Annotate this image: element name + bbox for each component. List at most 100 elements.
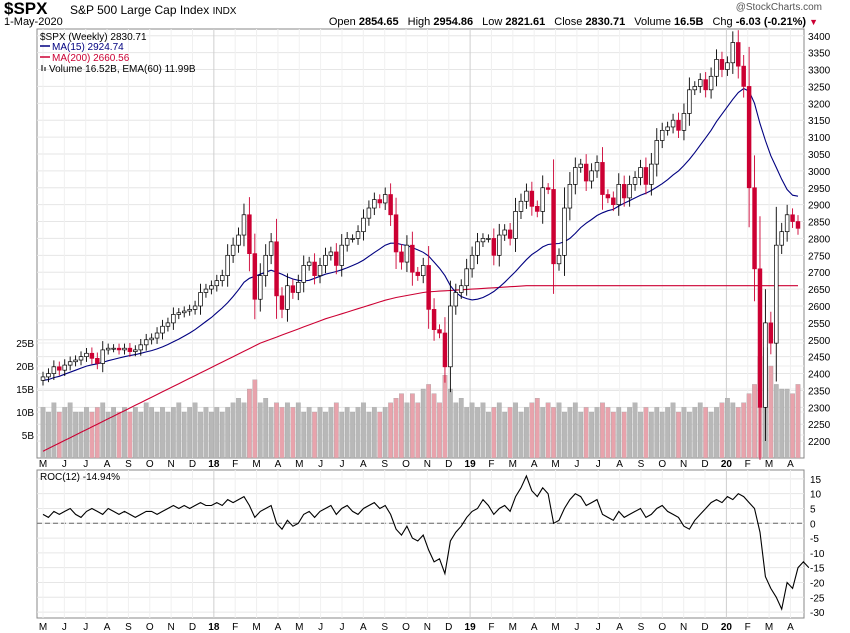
volume-bar: [100, 402, 106, 459]
x-tick-label: J: [318, 459, 323, 470]
candle-up: [143, 339, 149, 346]
volume-bar: [426, 384, 432, 459]
volume-bar: [556, 402, 562, 459]
price-tick-label: 2200: [808, 437, 831, 448]
candle-up: [518, 200, 524, 212]
volume-bar: [127, 411, 133, 459]
volume-bar: [458, 398, 464, 459]
candle-down: [795, 221, 801, 229]
candle-up: [209, 285, 214, 290]
price-tick-label: 2750: [808, 251, 831, 262]
volume-bar: [328, 407, 334, 459]
candle-down: [643, 167, 649, 185]
volume-bar: [790, 393, 795, 459]
candle-up: [502, 229, 507, 236]
x-tick-label: F: [232, 459, 238, 470]
x-tick-label: F: [488, 622, 494, 633]
volume-bar: [46, 411, 51, 459]
volume-bar: [507, 407, 513, 459]
x-tick-label: J: [596, 459, 601, 470]
volume-bar: [600, 402, 605, 459]
x-tick-label: 18: [208, 459, 220, 470]
price-tick-label: 2500: [808, 336, 831, 347]
volume-value: 16.5B: [674, 16, 704, 28]
candle-up: [165, 322, 171, 327]
volume-bar: [247, 388, 252, 459]
volume-bar: [165, 411, 171, 459]
volume-bar: [719, 402, 725, 459]
candle-up: [670, 119, 676, 128]
close-value: 2830.71: [585, 16, 626, 28]
candle-down: [57, 366, 62, 371]
candle-up: [480, 238, 486, 243]
volume-bar: [154, 411, 160, 459]
candle-down: [507, 229, 513, 239]
volume-bar: [610, 411, 616, 459]
volume-bar: [475, 407, 480, 459]
x-tick-label: N: [680, 459, 687, 470]
candle-down: [377, 199, 382, 204]
x-tick-label: 19: [465, 459, 477, 470]
x-tick-label: F: [745, 622, 751, 633]
legend-roc: ROC(12) -14.94%: [40, 472, 120, 483]
volume-bar: [198, 411, 203, 459]
candle-up: [111, 347, 116, 350]
volume-bar: [279, 407, 285, 459]
volume-bar: [589, 411, 594, 459]
high-label: High: [407, 16, 431, 28]
candle-up: [214, 280, 220, 287]
x-tick-label: D: [701, 459, 708, 470]
volume-bar: [51, 402, 57, 459]
price-tick-label: 3350: [808, 49, 831, 60]
volume-bar: [692, 407, 698, 459]
candle-up: [556, 254, 562, 265]
x-tick-label: 18: [208, 622, 220, 633]
x-tick-label: A: [616, 622, 623, 633]
candle-up: [176, 312, 182, 315]
volume-bar: [703, 407, 709, 459]
legend-ma200: MA(200) 2660.56: [52, 53, 130, 64]
candle-down: [746, 86, 752, 189]
candle-down: [388, 194, 393, 216]
price-tick-label: 2250: [808, 420, 831, 431]
candle-up: [627, 184, 632, 199]
x-tick-label: O: [402, 622, 410, 633]
volume-bar: [545, 402, 551, 459]
candle-up: [382, 194, 388, 204]
high-value: 2954.86: [433, 16, 474, 28]
x-tick-label: N: [424, 622, 431, 633]
volume-bar: [540, 407, 546, 459]
candle-up: [203, 288, 209, 293]
candle-up: [665, 126, 670, 131]
candle-up: [317, 265, 323, 276]
volume-bar: [572, 402, 578, 459]
x-tick-label: J: [339, 459, 344, 470]
volume-bar: [714, 407, 719, 459]
volume-bar: [306, 407, 312, 459]
price-tick-label: 3400: [808, 32, 831, 43]
volume-bar: [377, 411, 383, 459]
volume-bar: [773, 384, 779, 459]
x-tick-label: F: [488, 459, 494, 470]
candle-up: [73, 359, 78, 363]
volume-bar: [94, 407, 100, 459]
candle-down: [89, 352, 95, 359]
chg-value: -6.03 (-0.21%): [735, 16, 807, 28]
candle-up: [181, 310, 187, 314]
volume-bar: [725, 398, 730, 459]
candle-up: [301, 265, 306, 283]
price-tick-label: 2550: [808, 319, 831, 330]
volume-bar: [409, 393, 415, 459]
candle-up: [236, 234, 241, 246]
candle-down: [279, 295, 285, 310]
volume-bar: [752, 384, 757, 459]
candle-up: [67, 361, 73, 366]
volume-bar: [502, 411, 508, 459]
candle-down: [736, 42, 741, 67]
x-tick-label: J: [318, 622, 323, 633]
x-tick-label: A: [360, 459, 367, 470]
volume-bar: [464, 407, 470, 459]
close-label: Close: [554, 16, 583, 28]
volume-bar: [632, 402, 638, 459]
candle-up: [632, 177, 638, 185]
